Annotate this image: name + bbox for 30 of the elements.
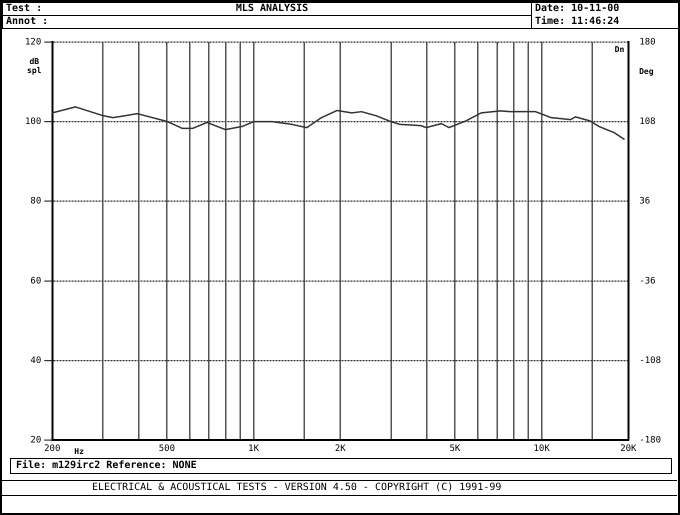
annotation: Dn [614, 45, 624, 54]
y-axis-title: dB spl [27, 57, 42, 75]
x-tick-label: 5K [449, 444, 461, 454]
y-tick-label: 80 [30, 196, 42, 207]
x-tick-label: 20K [620, 444, 638, 454]
chart-title: MLS ANALYSIS [234, 3, 310, 15]
y2-tick-label: -108 [639, 356, 662, 366]
y2-tick-label: 108 [639, 116, 656, 127]
y2-tick-label: -180 [639, 436, 662, 446]
y-tick-label: 60 [30, 276, 42, 286]
y2-tick-label: 36 [639, 196, 650, 207]
y-tick-label: 100 [24, 116, 42, 127]
x-tick-label: 1K [248, 444, 260, 454]
text: ELECTRICAL & ACOUSTICAL TESTS - VERSION 4.50 - COPYRIGHT (C) 1991-99 [92, 482, 502, 494]
text: Test : [6, 3, 42, 15]
x-tick-label: 200 [44, 444, 60, 454]
y2-tick-label: 180 [639, 37, 656, 48]
x-tick-label: 500 [158, 444, 176, 454]
text: Time: 11:46:24 [535, 16, 620, 28]
x-tick-label: 2K [334, 444, 346, 454]
y-tick-label: 120 [24, 37, 42, 48]
y2-axis-title: Deg [639, 67, 654, 76]
y-tick-label: 40 [30, 356, 42, 366]
text: Annot : [6, 16, 48, 28]
x-axis-title: Hz [74, 447, 84, 456]
y-tick-label: 20 [30, 436, 42, 446]
text: File: m129irc2 Reference: NONE [16, 460, 197, 472]
x-tick-label: 10K [533, 444, 550, 454]
text: Date: 10-11-00 [535, 3, 620, 15]
y2-tick-label: -36 [639, 276, 656, 286]
